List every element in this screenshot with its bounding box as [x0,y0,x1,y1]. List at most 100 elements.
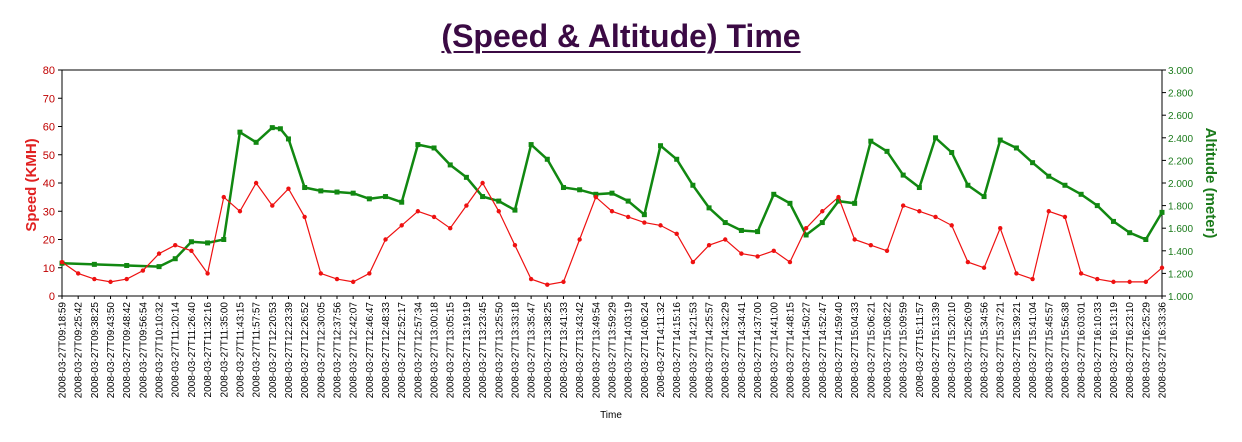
x-tick-label: 2008-03-27T15:11:57 [915,302,926,398]
altitude-point [852,200,858,206]
speed-point [367,271,372,276]
x-tick-label: 2008-03-27T16:10:33 [1093,302,1104,399]
x-tick-label: 2008-03-27T14:25:57 [705,302,716,399]
x-tick-label: 2008-03-27T14:15:16 [672,302,683,399]
x-axis-label: Time [600,410,622,421]
altitude-point [1159,209,1165,215]
x-tick-label: 2008-03-27T13:49:54 [591,302,602,399]
x-tick-label: 2008-03-27T14:41:00 [769,302,780,399]
speed-point [561,279,566,285]
x-tick-label: 2008-03-27T15:45:57 [1044,302,1055,399]
altitude-point [997,137,1003,143]
x-tick-label: 2008-03-27T14:48:15 [785,302,796,399]
altitude-point [1127,230,1133,236]
altitude-point [334,189,340,195]
altitude-point [302,185,308,191]
speed-point [803,226,809,231]
x-tick-label: 2008-03-27T12:42:07 [349,302,360,399]
altitude-point [366,196,372,202]
speed-point [917,209,922,214]
speed-point [868,242,874,248]
y-tick-label: 70 [43,93,55,105]
ticks-layer: 0 10 20 30 40 50 60 70 80 1.000 1.200 1.400 1.600 1.8… [43,65,1194,398]
y2-tick-label: 2.800 [1168,89,1193,100]
altitude-point [399,199,405,205]
altitude-point [577,187,583,193]
x-tick-label: 2008-03-27T14:03:19 [624,302,635,399]
speed-point [415,209,421,214]
speed-point [949,223,954,228]
altitude-point [755,229,761,235]
x-tick-label: 2008-03-27T12:48:33 [381,302,392,399]
altitude-point [933,135,939,141]
x-tick-label: 2008-03-27T15:13:39 [931,302,942,399]
x-tick-label: 2008-03-27T14:21:53 [688,302,699,399]
x-tick-label: 2008-03-27T11:43:15 [235,302,246,398]
x-tick-label: 2008-03-27T15:08:22 [883,302,894,399]
y2-tick-label: 2.600 [1168,111,1193,122]
speed-point [448,226,453,231]
x-tick-label: 2008-03-27T15:20:10 [947,302,958,399]
speed-point [1095,276,1100,282]
x-tick-label: 2008-03-27T09:25:42 [74,302,85,399]
altitude-point [900,172,906,178]
x-tick-label: 2008-03-27T15:56:38 [1060,302,1071,399]
x-tick-label: 2008-03-27T15:04:33 [850,302,861,399]
altitude-point [819,220,825,226]
speed-point [221,194,226,200]
y2-tick-label: 1.800 [1168,202,1193,213]
speed-point [92,276,97,282]
altitude-point [221,237,227,242]
x-tick-label: 2008-03-27T13:41:33 [559,302,570,399]
x-tick-label: 2008-03-27T14:52:47 [818,302,829,399]
y-axis-label-left: Speed (KMH) [23,138,40,231]
speed-series-line [61,181,1163,286]
x-tick-label: 2008-03-27T11:35:00 [219,302,230,398]
speed-point [933,214,938,220]
x-tick-label: 2008-03-27T13:43:42 [575,302,586,399]
x-tick-label: 2008-03-27T09:18:59 [58,302,69,399]
x-tick-label: 2008-03-27T14:59:40 [834,302,845,399]
altitude-point [528,142,534,148]
speed-point [286,186,291,191]
y-axis-label-right: Altitude (meter) [1202,128,1219,239]
altitude-point [593,191,599,197]
speed-point [140,268,146,273]
speed-point [512,242,518,248]
altitude-point [965,182,971,188]
speed-point [900,203,906,208]
x-tick-label: 2008-03-27T15:06:21 [866,302,877,399]
altitude-point [1062,182,1068,188]
y2-tick-label: 1.200 [1168,269,1193,280]
x-tick-label: 2008-03-27T12:20:53 [268,302,279,399]
x-tick-label: 2008-03-27T13:00:18 [430,302,441,399]
speed-point [593,194,599,200]
altitude-point [981,194,987,200]
altitude-point [738,227,744,233]
speed-point [658,223,663,228]
altitude-point [205,240,211,246]
speed-point [836,194,841,200]
y2-tick-label: 1.400 [1168,247,1193,258]
x-tick-label: 2008-03-27T13:33:18 [510,302,521,399]
speed-point [1127,279,1132,285]
speed-point [59,259,65,265]
x-tick-label: 2008-03-27T13:19:19 [462,302,473,399]
plot-frame [61,69,1163,297]
speed-point [965,259,971,265]
altitude-point [277,126,283,132]
y2-tick-label: 2.200 [1168,156,1193,167]
speed-point [480,180,485,186]
y-tick-label: 20 [43,235,55,247]
x-tick-label: 2008-03-27T13:25:50 [494,302,505,399]
x-tick-label: 2008-03-27T12:37:56 [333,302,344,399]
altitude-point [512,207,518,213]
speed-point [1078,271,1084,276]
x-tick-label: 2008-03-27T14:06:24 [640,302,651,399]
altitude-point [1143,237,1149,242]
x-tick-label: 2008-03-27T09:38:25 [90,302,101,399]
x-tick-label: 2008-03-27T15:26:09 [963,302,974,399]
x-tick-label: 2008-03-27T14:34:41 [737,302,748,399]
x-tick-label: 2008-03-27T16:23:10 [1125,302,1136,399]
